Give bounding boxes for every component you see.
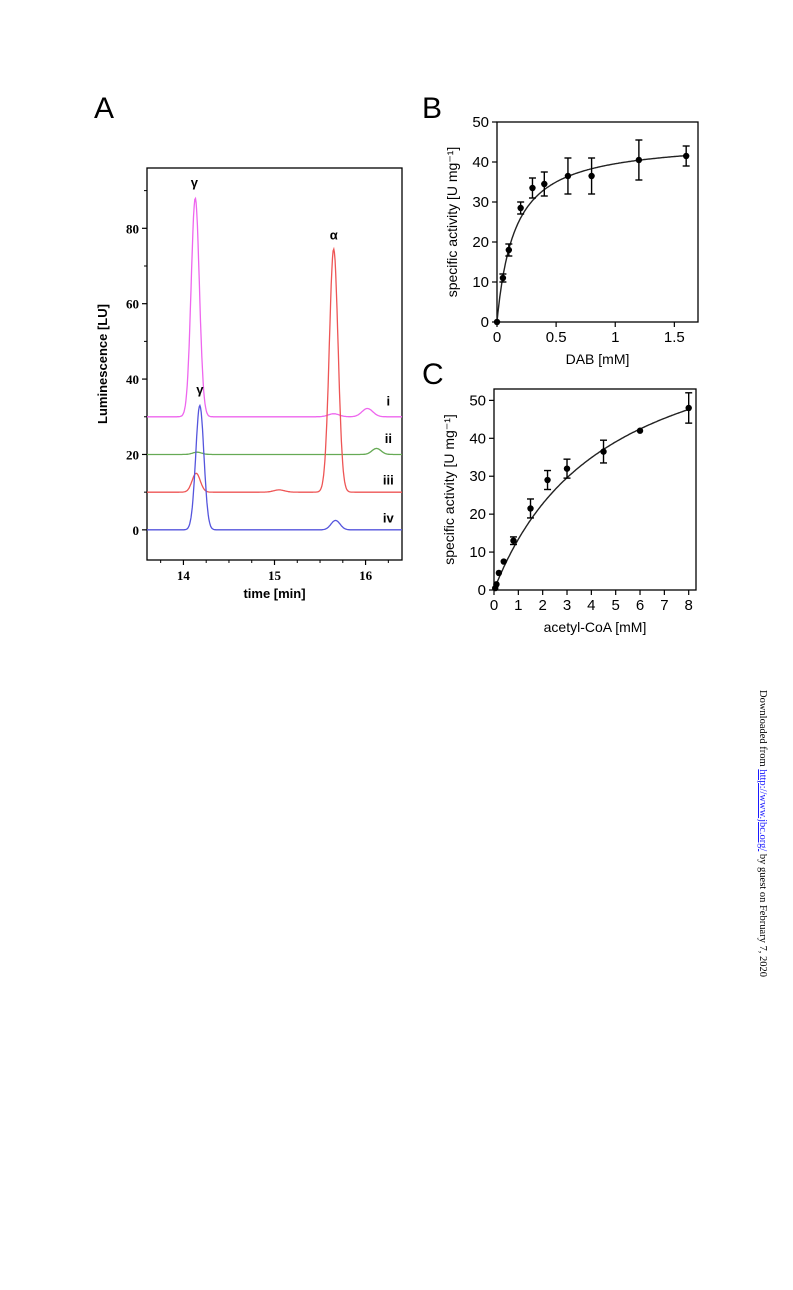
panel-label-c: C — [422, 358, 444, 391]
download-note-link[interactable]: http://www.jbc.org/ — [757, 769, 768, 852]
chart-a-frame — [146, 167, 403, 561]
chart-c-point — [500, 558, 507, 565]
chart-c-ylabel: specific activity [U mg⁻¹] — [441, 414, 457, 565]
chart-a-annotation: iii — [383, 473, 394, 488]
panel-label-a: A — [94, 92, 115, 125]
chart-c-point — [510, 537, 517, 544]
chart-b-point — [564, 172, 572, 180]
chart-c-xtick-label: 6 — [636, 597, 644, 614]
chart-c-ytick-label: 40 — [469, 430, 486, 447]
chart-a-xlabel: time [min] — [243, 586, 305, 601]
chart-b-ytick-label: 10 — [472, 274, 489, 291]
chart-b-ytick-label: 40 — [472, 154, 489, 171]
chart-a-ytick-label: 20 — [126, 447, 139, 462]
chart-a-ylabel: Luminescence [LU] — [95, 304, 110, 424]
chart-c-xtick-label: 7 — [660, 597, 668, 614]
chart-a-xtick-label: 16 — [359, 568, 373, 583]
chart-c-fit-curve — [493, 408, 689, 591]
chart-c-point — [600, 448, 607, 455]
chart-c-ytick-label: 50 — [469, 392, 486, 409]
chart-b-point — [529, 184, 536, 192]
chart-b-xtick-label: 0 — [493, 329, 501, 346]
chart-a-annotation: α — [330, 228, 338, 243]
chart-c-xtick-label: 3 — [563, 597, 571, 614]
chart-a-annotation: iv — [383, 510, 395, 525]
chart-a-ytick-label: 60 — [126, 297, 139, 312]
chart-a-annotation: γ — [191, 175, 199, 190]
chart-b-xtick-label: 1.5 — [664, 329, 685, 346]
chart-c-point — [493, 581, 500, 588]
chart-b-point — [635, 156, 643, 164]
download-note-prefix: Downloaded from — [757, 690, 768, 770]
chart-c-point — [495, 569, 503, 577]
chart-c-point — [563, 465, 571, 472]
chart-a-xtick-label: 15 — [268, 568, 282, 583]
chart-a-trace-i — [147, 196, 402, 418]
chart-b-point — [517, 204, 524, 212]
chart-b-point — [505, 246, 513, 254]
chart-c-xlabel: acetyl-CoA [mM] — [544, 619, 647, 635]
chart-a-trace-iv — [147, 403, 402, 531]
chart-c-xtick-label: 2 — [539, 597, 547, 614]
chart-a-annotation: γ — [196, 382, 204, 397]
chart-b-ytick-label: 20 — [472, 234, 489, 251]
chart-c-point — [544, 476, 551, 484]
chart-b-ytick-label: 50 — [472, 114, 489, 131]
chart-a-ytick-label: 0 — [133, 523, 140, 538]
chart-a-trace-ii — [147, 447, 402, 456]
chart-c-ytick-label: 30 — [469, 468, 486, 485]
chart-b-point — [541, 180, 548, 188]
chart-c-xtick-label: 5 — [612, 597, 620, 614]
chart-c-point — [636, 427, 644, 434]
chart-c-xtick-label: 8 — [685, 597, 693, 614]
chart-b-point — [493, 318, 501, 326]
chart-c-frame — [493, 388, 697, 591]
chart-c-ytick-label: 20 — [469, 506, 486, 523]
chart-b-point — [499, 274, 507, 282]
chart-c-point — [527, 505, 534, 512]
chart-b-ylabel: specific activity [U mg⁻¹] — [444, 147, 460, 298]
chart-c-ytick-label: 10 — [469, 544, 486, 561]
chart-a-ytick-label: 40 — [126, 372, 139, 387]
chart-b-xtick-label: 1 — [611, 329, 619, 346]
download-note: Downloaded from http://www.jbc.org/ by g… — [757, 690, 768, 1290]
chart-b-xtick-label: 0.5 — [546, 329, 567, 346]
chart-a-xtick-label: 14 — [177, 568, 191, 583]
chart-a-annotation: ii — [385, 431, 392, 446]
chart-a-trace-iii — [147, 246, 402, 493]
chart-b-ytick-label: 30 — [472, 194, 489, 211]
chart-b-point — [682, 152, 690, 160]
chart-b-ytick-label: 0 — [481, 314, 489, 331]
chart-c-xtick-label: 1 — [514, 597, 522, 614]
chart-c-xtick-label: 4 — [587, 597, 595, 614]
chart-b-point — [588, 172, 595, 180]
chart-c-point — [685, 404, 692, 412]
chart-a-ytick-label: 80 — [126, 221, 139, 236]
chart-b-frame — [496, 121, 699, 323]
panel-label-b: B — [422, 92, 443, 125]
download-note-suffix: by guest on February 7, 2020 — [757, 851, 768, 977]
chart-c-xtick-label: 0 — [490, 597, 498, 614]
chart-c-ytick-label: 0 — [478, 582, 486, 599]
chart-b-xlabel: DAB [mM] — [566, 351, 630, 367]
chart-a-annotation: i — [387, 393, 391, 408]
